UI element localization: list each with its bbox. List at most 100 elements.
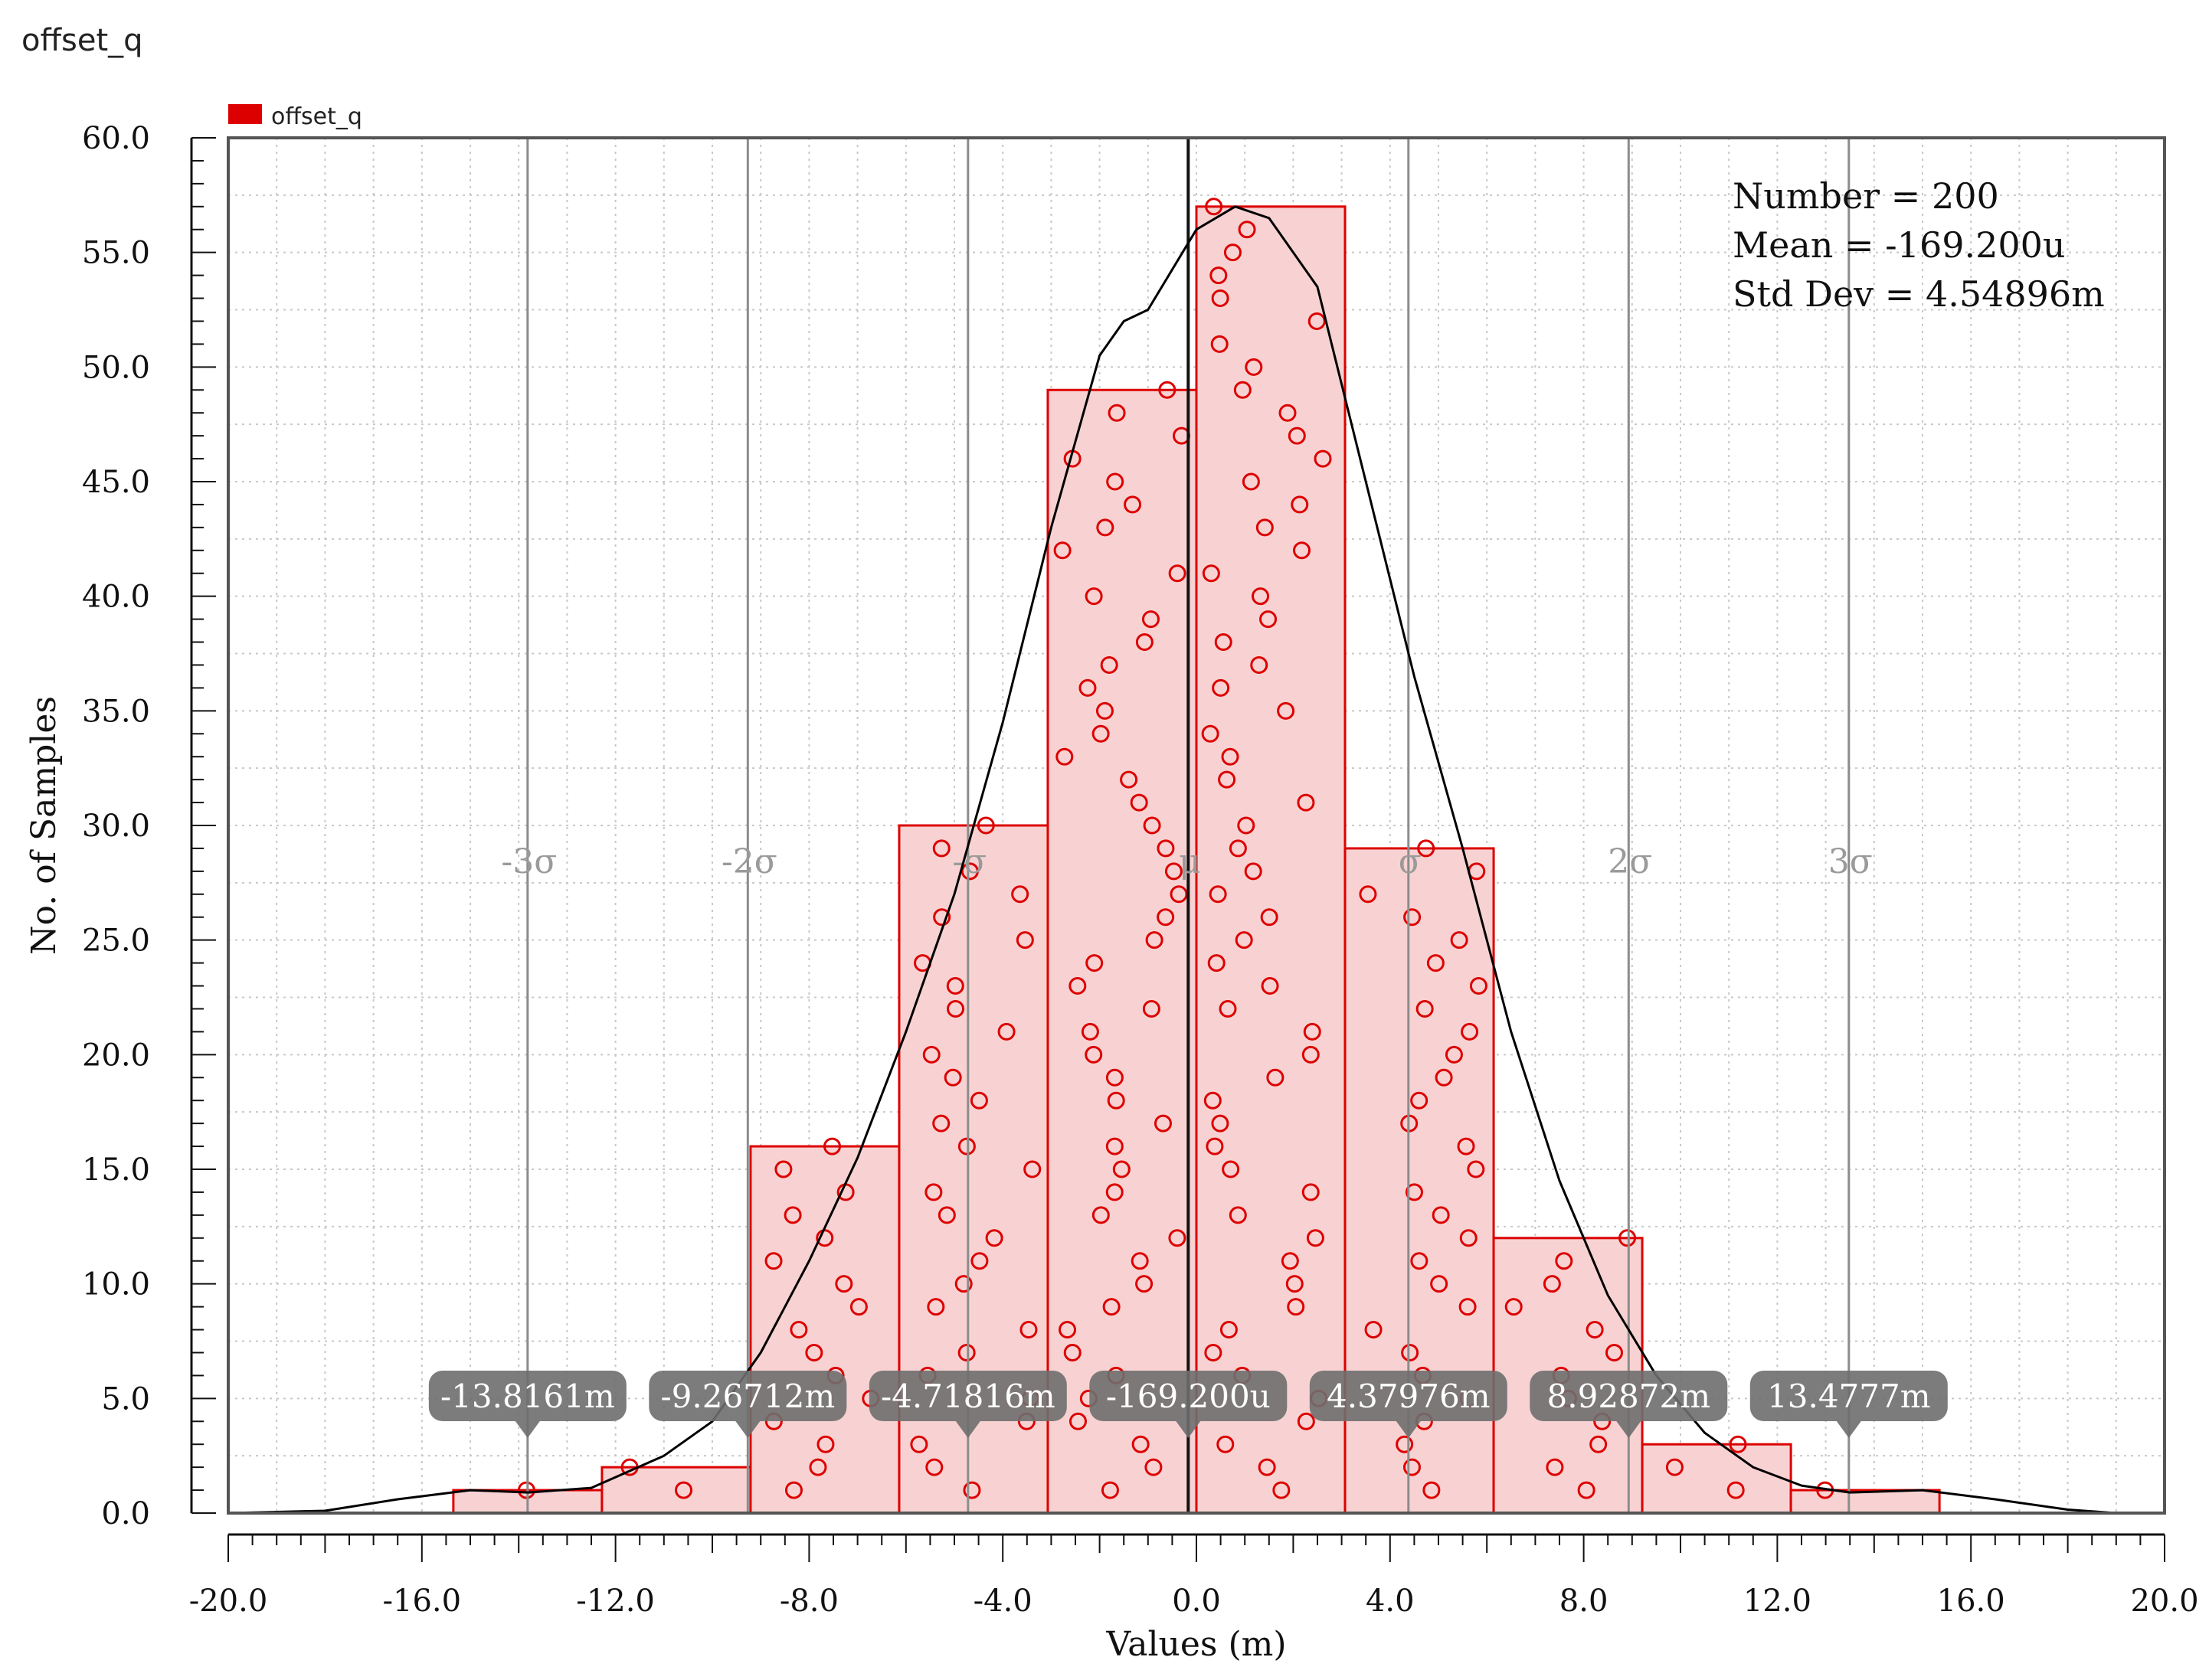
sigma-marker-pointer — [1396, 1421, 1421, 1438]
axes: 0.0 5.0 10.0 15.0 20.0 25.0 30.0 35.0 40.0 45.0 50… — [82, 121, 2199, 1619]
sample-point — [1543, 1275, 1561, 1293]
sample-point — [925, 1183, 943, 1201]
sample-point — [1085, 587, 1103, 606]
sample-point — [1212, 678, 1230, 697]
sample-point — [1168, 1229, 1186, 1247]
sample-point — [1245, 358, 1263, 376]
sample-point — [1461, 1022, 1479, 1041]
sample-point — [1504, 1298, 1523, 1316]
sigma-marker-value: -13.8161m — [440, 1378, 615, 1415]
sample-point — [790, 1321, 808, 1339]
sample-point — [1158, 381, 1176, 399]
sigma-marker-pointer — [955, 1421, 980, 1438]
sample-point — [1546, 1458, 1564, 1476]
legend[interactable]: offset_q — [228, 103, 362, 130]
sample-point — [1297, 793, 1315, 812]
sample-point — [932, 839, 951, 858]
sample-point — [1415, 999, 1434, 1018]
sample-point — [1157, 908, 1175, 927]
window-title: offset_q — [21, 23, 143, 58]
sample-point — [1157, 839, 1175, 858]
sample-point — [1422, 1481, 1441, 1499]
sample-point — [1207, 954, 1226, 972]
sample-point — [1069, 977, 1087, 995]
sample-point — [1105, 1068, 1124, 1087]
sample-point — [1053, 541, 1072, 560]
sample-point — [1729, 1435, 1747, 1453]
sigma-marker-value: 4.37976m — [1327, 1378, 1491, 1415]
sample-point — [1252, 587, 1270, 606]
sample-point — [1467, 1160, 1485, 1178]
stats-box: Number = 200 Mean = -169.200u Std Dev = … — [1733, 175, 2105, 315]
sample-point — [1293, 541, 1311, 560]
sample-point — [1205, 198, 1223, 216]
sample-point — [1589, 1435, 1608, 1453]
sample-point — [1102, 1298, 1121, 1316]
sample-point — [1301, 1183, 1320, 1201]
sample-point — [1055, 747, 1074, 766]
sample-point — [1170, 885, 1188, 904]
sample-point — [805, 1343, 823, 1361]
sample-point — [1164, 862, 1183, 881]
sample-point — [1229, 839, 1247, 858]
sample-point — [1081, 1022, 1099, 1041]
sample-point — [1426, 954, 1445, 972]
sample-point — [1459, 1229, 1478, 1247]
sample-point — [997, 1022, 1016, 1041]
sample-point — [947, 999, 965, 1018]
x-tick-label: -8.0 — [780, 1584, 839, 1619]
sample-point — [910, 1435, 928, 1453]
sample-point — [1108, 404, 1126, 422]
sigma-marker-box — [1309, 1371, 1507, 1421]
x-tick-label: -4.0 — [974, 1584, 1033, 1619]
sample-point — [1011, 885, 1029, 904]
sample-point — [1301, 1045, 1320, 1064]
sample-point — [932, 1114, 951, 1133]
sample-point — [1168, 564, 1186, 583]
sigma-marker-box — [1530, 1371, 1728, 1421]
histogram-bar — [1789, 1489, 1941, 1515]
plot-frame — [227, 136, 2166, 1515]
y-tick-label: 5.0 — [101, 1381, 150, 1417]
sample-point — [1085, 954, 1104, 972]
sample-point — [849, 1298, 868, 1316]
sample-point — [1141, 610, 1160, 629]
sample-point — [1221, 747, 1239, 766]
sample-point — [1306, 1229, 1324, 1247]
sample-point — [1130, 793, 1148, 812]
sigma-markers: -13.8161m -9.26712m -4.71816m -169.200u 4.37… — [428, 1371, 1948, 1438]
sigma-marker-value: 8.92872m — [1547, 1378, 1711, 1415]
sample-point — [1307, 312, 1326, 330]
sample-point — [1288, 427, 1306, 445]
sample-point — [954, 1275, 973, 1293]
sample-point — [946, 977, 964, 995]
sample-point — [1403, 908, 1422, 927]
y-tick-label: 20.0 — [82, 1038, 150, 1073]
sample-point — [961, 862, 979, 881]
sample-point — [1069, 1412, 1087, 1430]
sample-point — [1285, 1275, 1304, 1293]
density-curve — [227, 205, 2116, 1515]
sample-point — [963, 1481, 981, 1499]
sample-point — [1364, 1321, 1383, 1339]
sample-point — [823, 1137, 841, 1155]
sigma-label: 3σ — [1828, 842, 1873, 881]
sample-point — [1281, 1252, 1299, 1270]
sample-point — [1101, 1481, 1119, 1499]
sigma-marker-box — [649, 1371, 847, 1421]
x-tick-label: 12.0 — [1743, 1584, 1811, 1619]
sample-point — [933, 908, 951, 927]
y-tick-label: 0.0 — [101, 1496, 150, 1531]
sigma-marker-box — [869, 1371, 1067, 1421]
sample-point — [1665, 1458, 1684, 1476]
sigma-marker-pointer — [735, 1421, 761, 1438]
sample-point — [1016, 931, 1034, 949]
sample-point — [1096, 518, 1114, 537]
sample-point — [977, 816, 995, 835]
sample-point — [1135, 633, 1154, 652]
sample-point — [1297, 1412, 1315, 1430]
x-tick-label: 8.0 — [1559, 1584, 1608, 1619]
sigma-label: -3σ — [501, 842, 557, 881]
sample-point — [1201, 724, 1219, 743]
sample-point — [1135, 1275, 1154, 1293]
